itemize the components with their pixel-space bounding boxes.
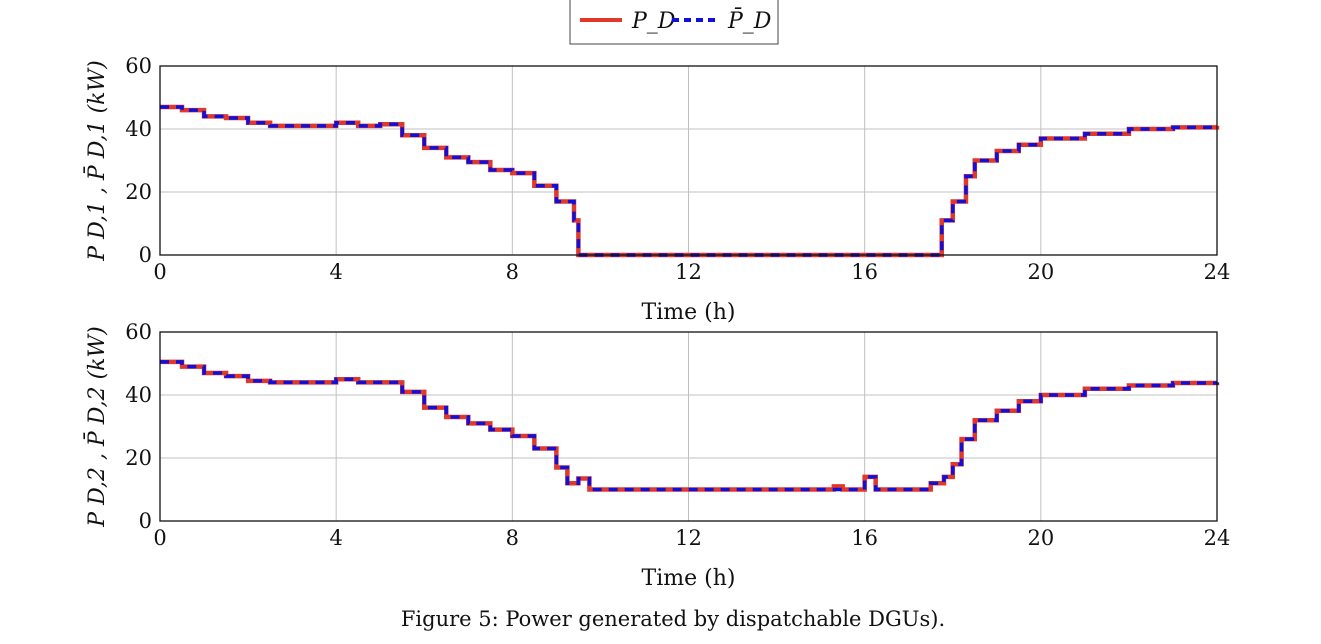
x-tick-label: 20 — [1027, 526, 1054, 550]
legend-label-actual: P_D — [631, 9, 676, 34]
y-tick-label: 40 — [125, 383, 152, 407]
x-tick-label: 24 — [1204, 526, 1231, 550]
plot-frame — [159, 65, 1218, 256]
figure-caption: Figure 5: Power generated by dispatchabl… — [401, 607, 945, 631]
x-tick-label: 12 — [675, 260, 702, 284]
y-tick-label: 20 — [125, 446, 152, 470]
plot-frame — [159, 331, 1218, 522]
x-tick-label: 24 — [1204, 260, 1231, 284]
series-line-reference — [160, 105, 1219, 257]
y-tick-label: 20 — [125, 180, 152, 204]
x-tick-label: 16 — [851, 260, 878, 284]
chart-2: 0 4 8 12 16 20 24 0 20 40 60 Time (h) P D,2 , P̄ D,2… — [83, 320, 1230, 591]
y-tick-label: 0 — [139, 509, 152, 533]
x-tick-label: 4 — [329, 526, 342, 550]
x-tick-label: 0 — [153, 260, 166, 284]
chart-1: 0 4 8 12 16 20 24 0 20 40 60 Time (h) P D,1 , P̄ D,1… — [83, 54, 1230, 325]
x-tick-label: 0 — [153, 526, 166, 550]
x-tick-label: 8 — [506, 260, 519, 284]
x-tick-label: 12 — [675, 526, 702, 550]
y-tick-label: 60 — [125, 320, 152, 344]
x-axis-label: Time (h) — [642, 566, 736, 591]
legend-label-reference: P̄_D — [727, 7, 772, 34]
y-axis-label: P D,2 , P̄ D,2 (kW) — [83, 326, 110, 527]
x-tick-label: 4 — [329, 260, 342, 284]
y-tick-label: 40 — [125, 117, 152, 141]
legend: P_D P̄_D — [569, 0, 779, 45]
x-tick-label: 8 — [506, 526, 519, 550]
x-axis-label: Time (h) — [642, 300, 736, 325]
series-line-reference — [160, 360, 1219, 492]
y-axis-label: P D,1 , P̄ D,1 (kW) — [83, 60, 110, 261]
y-tick-label: 60 — [125, 54, 152, 78]
x-tick-label: 20 — [1027, 260, 1054, 284]
y-tick-label: 0 — [139, 243, 152, 267]
x-tick-label: 16 — [851, 526, 878, 550]
